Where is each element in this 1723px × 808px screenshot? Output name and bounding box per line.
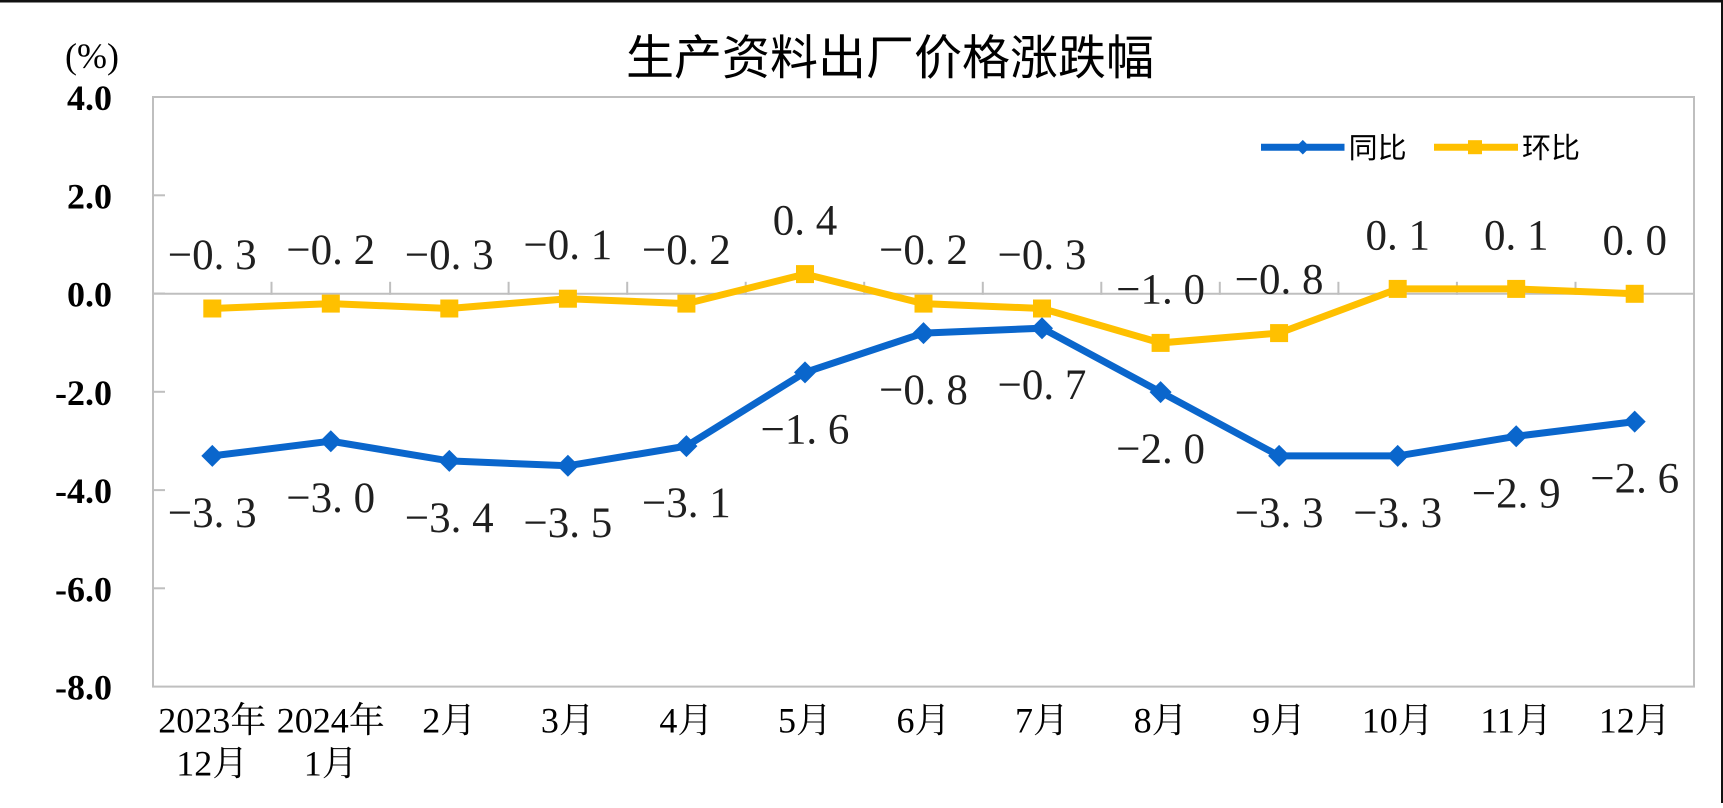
svg-text:−2. 0: −2. 0: [1116, 426, 1205, 473]
svg-text:−0. 1: −0. 1: [524, 222, 613, 269]
svg-text:−0. 3: −0. 3: [405, 232, 494, 279]
svg-text:−2. 6: −2. 6: [1590, 456, 1679, 503]
svg-text:9: 9: [1252, 701, 1270, 741]
svg-text:8: 8: [1134, 701, 1152, 741]
svg-text:2: 2: [422, 701, 440, 741]
svg-text:0. 0: 0. 0: [1602, 217, 1667, 264]
svg-text:−0. 3: −0. 3: [998, 232, 1087, 279]
svg-text:−0. 8: −0. 8: [1235, 257, 1324, 304]
svg-text:-6.0: -6.0: [55, 569, 112, 609]
svg-text:−3. 4: −3. 4: [405, 495, 494, 542]
svg-text:4: 4: [659, 701, 677, 741]
svg-text:10: 10: [1362, 701, 1398, 741]
svg-text:4.0: 4.0: [67, 78, 112, 118]
svg-text:−0. 3: −0. 3: [168, 232, 257, 279]
svg-text:−3. 3: −3. 3: [168, 490, 257, 537]
svg-text:−2. 9: −2. 9: [1472, 470, 1561, 517]
svg-text:11: 11: [1480, 701, 1515, 741]
svg-text:−3. 0: −3. 0: [286, 475, 375, 522]
svg-text:1: 1: [304, 744, 322, 784]
svg-text:6: 6: [897, 701, 915, 741]
svg-text:−3. 1: −3. 1: [642, 480, 731, 527]
svg-text:−0. 8: −0. 8: [879, 367, 968, 414]
svg-text:3: 3: [541, 701, 559, 741]
svg-text:0.0: 0.0: [67, 275, 112, 315]
svg-text:-2.0: -2.0: [55, 373, 112, 413]
svg-text:-4.0: -4.0: [55, 471, 112, 511]
svg-text:−3. 3: −3. 3: [1353, 490, 1442, 537]
svg-text:0. 1: 0. 1: [1484, 212, 1549, 259]
svg-text:2.0: 2.0: [67, 176, 112, 216]
svg-text:−0. 2: −0. 2: [286, 227, 375, 274]
svg-text:0. 1: 0. 1: [1365, 212, 1430, 259]
svg-text:12: 12: [1599, 701, 1635, 741]
svg-text:12: 12: [176, 744, 212, 784]
svg-text:0. 4: 0. 4: [773, 198, 838, 245]
svg-text:(%): (%): [65, 36, 119, 76]
svg-text:−0. 2: −0. 2: [642, 227, 731, 274]
svg-text:2024: 2024: [277, 701, 349, 741]
svg-text:−3. 5: −3. 5: [524, 500, 613, 547]
svg-text:7: 7: [1015, 701, 1033, 741]
svg-text:−1. 6: −1. 6: [761, 406, 850, 453]
svg-text:−0. 2: −0. 2: [879, 227, 968, 274]
svg-text:-8.0: -8.0: [55, 668, 112, 708]
svg-text:5: 5: [778, 701, 796, 741]
svg-text:−0. 7: −0. 7: [998, 362, 1087, 409]
svg-text:−1. 0: −1. 0: [1116, 266, 1205, 313]
svg-text:2023: 2023: [158, 701, 230, 741]
svg-text:−3. 3: −3. 3: [1235, 490, 1324, 537]
